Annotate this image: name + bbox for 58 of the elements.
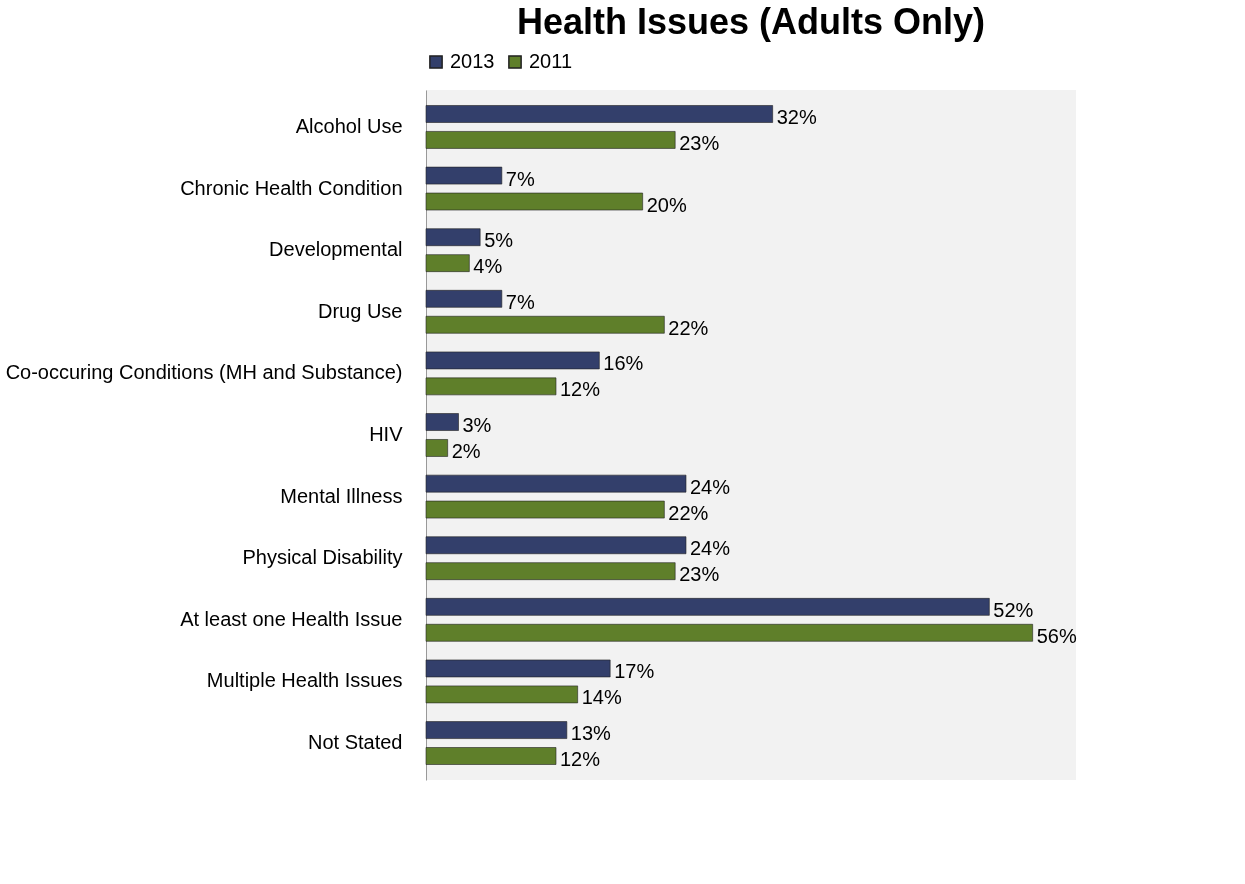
data-label: 7%	[505, 167, 535, 190]
y-tick-label: Drug Use	[318, 299, 403, 322]
data-label: 4%	[473, 255, 503, 278]
data-label: 13%	[570, 722, 612, 745]
data-label: 17%	[614, 660, 655, 683]
bar	[425, 166, 503, 185]
bar	[425, 228, 481, 247]
y-tick-label: HIV	[369, 423, 404, 445]
bar	[425, 439, 448, 457]
chart-title: Health Issues (Adults Only)	[516, 1, 986, 42]
bar	[425, 747, 557, 765]
bar	[425, 562, 676, 580]
legend-label: 2013	[450, 50, 495, 72]
data-label: 23%	[679, 131, 720, 154]
data-label: 12%	[560, 378, 601, 401]
data-label: 16%	[603, 352, 644, 375]
data-label: 14%	[581, 686, 622, 709]
y-tick-label: Mental Illness	[280, 484, 403, 507]
legend-label: 2011	[529, 50, 573, 72]
y-tick-label: Alcohol Use	[295, 114, 403, 137]
y-tick-label: Physical Disability	[242, 546, 403, 569]
data-label: 7%	[505, 290, 535, 313]
bar	[425, 413, 459, 431]
bar	[425, 254, 470, 272]
bar	[425, 659, 611, 678]
data-label: 24%	[690, 537, 731, 560]
data-label: 5%	[484, 229, 514, 252]
data-label: 2%	[451, 439, 481, 462]
bar	[425, 192, 643, 211]
y-tick-label: Co-occuring Conditions (MH and Substance)	[5, 361, 403, 384]
bar	[425, 474, 687, 493]
bar	[425, 315, 665, 334]
data-label: 56%	[1036, 624, 1077, 647]
data-label: 12%	[560, 748, 601, 771]
y-tick-label: Chronic Health Condition	[180, 176, 403, 199]
bar	[425, 536, 687, 555]
bar	[425, 598, 990, 616]
bar	[425, 105, 773, 123]
bar	[425, 685, 578, 704]
data-label: 23%	[679, 563, 720, 586]
data-label: 32%	[776, 105, 817, 128]
data-label: 3%	[462, 414, 492, 437]
bar	[425, 377, 557, 396]
y-tick-label: At least one Health Issue	[180, 607, 403, 630]
bar	[425, 721, 568, 739]
y-tick-label: Multiple Health Issues	[206, 669, 403, 692]
data-label: 52%	[993, 598, 1034, 621]
data-label: 20%	[646, 193, 687, 216]
bar	[425, 131, 676, 149]
bar	[425, 351, 600, 370]
bar	[425, 290, 503, 308]
data-label: 22%	[668, 501, 709, 524]
y-tick-label: Developmental	[269, 238, 403, 261]
data-label: 22%	[668, 316, 709, 339]
bar	[425, 623, 1033, 642]
bar	[425, 500, 665, 519]
data-label: 24%	[690, 475, 731, 498]
y-tick-label: Not Stated	[307, 731, 403, 754]
